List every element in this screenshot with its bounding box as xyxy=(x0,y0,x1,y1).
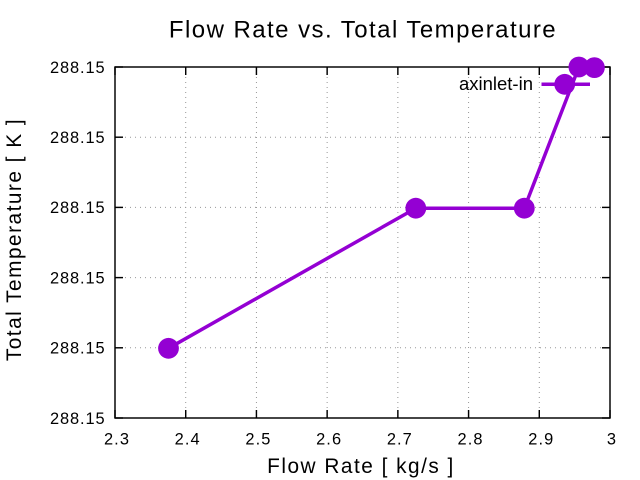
svg-text:2.4: 2.4 xyxy=(175,430,201,448)
svg-text:288.15: 288.15 xyxy=(50,410,106,428)
svg-text:2.5: 2.5 xyxy=(245,430,271,448)
svg-text:288.15: 288.15 xyxy=(50,269,106,287)
svg-text:2.8: 2.8 xyxy=(458,430,484,448)
svg-text:Flow Rate [ kg/s ]: Flow Rate [ kg/s ] xyxy=(267,455,455,478)
svg-text:288.15: 288.15 xyxy=(50,199,106,217)
svg-text:2.6: 2.6 xyxy=(316,430,342,448)
svg-text:288.15: 288.15 xyxy=(50,59,106,77)
svg-text:Flow Rate vs. Total Temperatur: Flow Rate vs. Total Temperature xyxy=(169,17,557,44)
svg-text:2.9: 2.9 xyxy=(528,430,554,448)
svg-text:2.3: 2.3 xyxy=(104,430,130,448)
svg-text:288.15: 288.15 xyxy=(50,129,106,147)
svg-text:3: 3 xyxy=(607,430,617,448)
svg-text:2.7: 2.7 xyxy=(387,430,413,448)
svg-text:288.15: 288.15 xyxy=(50,340,106,358)
svg-text:axinlet-in: axinlet-in xyxy=(459,73,533,94)
svg-text:Total Temperature [ K ]: Total Temperature [ K ] xyxy=(3,118,26,361)
